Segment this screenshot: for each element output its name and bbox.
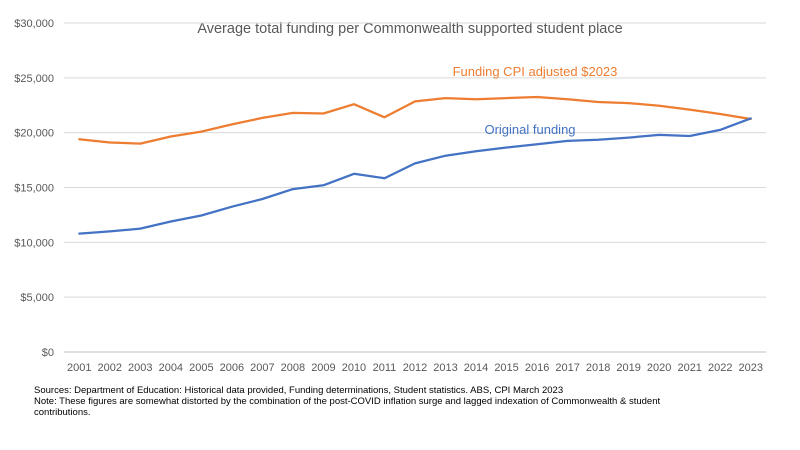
line-chart: Average total funding per Commonwealth s…	[14, 18, 766, 374]
y-axis-tick-labels: $0 $5,000 $10,000 $15,000 $20,000 $25,000 $30,…	[14, 18, 54, 359]
series-line-original-funding	[78, 117, 752, 235]
x-tick-label: 2008	[281, 362, 305, 374]
x-tick-label: 2021	[677, 362, 701, 374]
x-tick-label: 2023	[738, 362, 762, 374]
x-tick-label: 2019	[616, 362, 640, 374]
gridlines	[64, 22, 766, 353]
y-tick-label: $0	[42, 347, 54, 359]
x-tick-label: 2005	[189, 362, 213, 374]
sources-note: Sources: Department of Education: Histor…	[34, 385, 564, 396]
x-tick-label: 2007	[250, 362, 274, 374]
x-tick-label: 2011	[373, 362, 397, 374]
x-tick-label: 2001	[67, 362, 91, 374]
x-tick-label: 2014	[464, 362, 488, 374]
x-tick-label: 2003	[128, 362, 152, 374]
x-tick-label: 2004	[159, 362, 183, 374]
x-tick-label: 2020	[647, 362, 671, 374]
series-label-original-funding: Original funding	[484, 122, 575, 137]
data-series	[78, 95, 752, 235]
y-tick-label: $25,000	[14, 73, 54, 85]
x-tick-label: 2006	[220, 362, 244, 374]
series-line-cpi-adjusted	[78, 95, 752, 145]
x-tick-label: 2015	[494, 362, 518, 374]
x-tick-label: 2012	[403, 362, 427, 374]
x-tick-label: 2022	[708, 362, 732, 374]
y-tick-label: $10,000	[14, 237, 54, 249]
y-tick-label: $30,000	[14, 18, 54, 30]
chart-title: Average total funding per Commonwealth s…	[197, 21, 622, 37]
x-tick-label: 2018	[586, 362, 610, 374]
series-labels: Funding CPI adjusted $2023 Original fundi…	[453, 64, 618, 137]
x-tick-label: 2013	[433, 362, 457, 374]
x-tick-label: 2016	[525, 362, 549, 374]
x-tick-label: 2010	[342, 362, 366, 374]
y-tick-label: $20,000	[14, 128, 54, 140]
y-tick-label: $15,000	[14, 183, 54, 195]
x-axis-tick-labels: 2001 2002 2003 2004 2005 2006 2007 2008 2009 2010…	[67, 362, 763, 374]
x-tick-label: 2017	[555, 362, 579, 374]
x-tick-label: 2002	[98, 362, 122, 374]
disclaimer-note: Note: These figures are somewhat distort…	[34, 396, 661, 418]
chart-footnotes: Sources: Department of Education: Histor…	[34, 385, 674, 418]
series-label-cpi-adjusted: Funding CPI adjusted $2023	[453, 64, 618, 79]
y-tick-label: $5,000	[20, 292, 54, 304]
x-tick-label: 2009	[311, 362, 335, 374]
